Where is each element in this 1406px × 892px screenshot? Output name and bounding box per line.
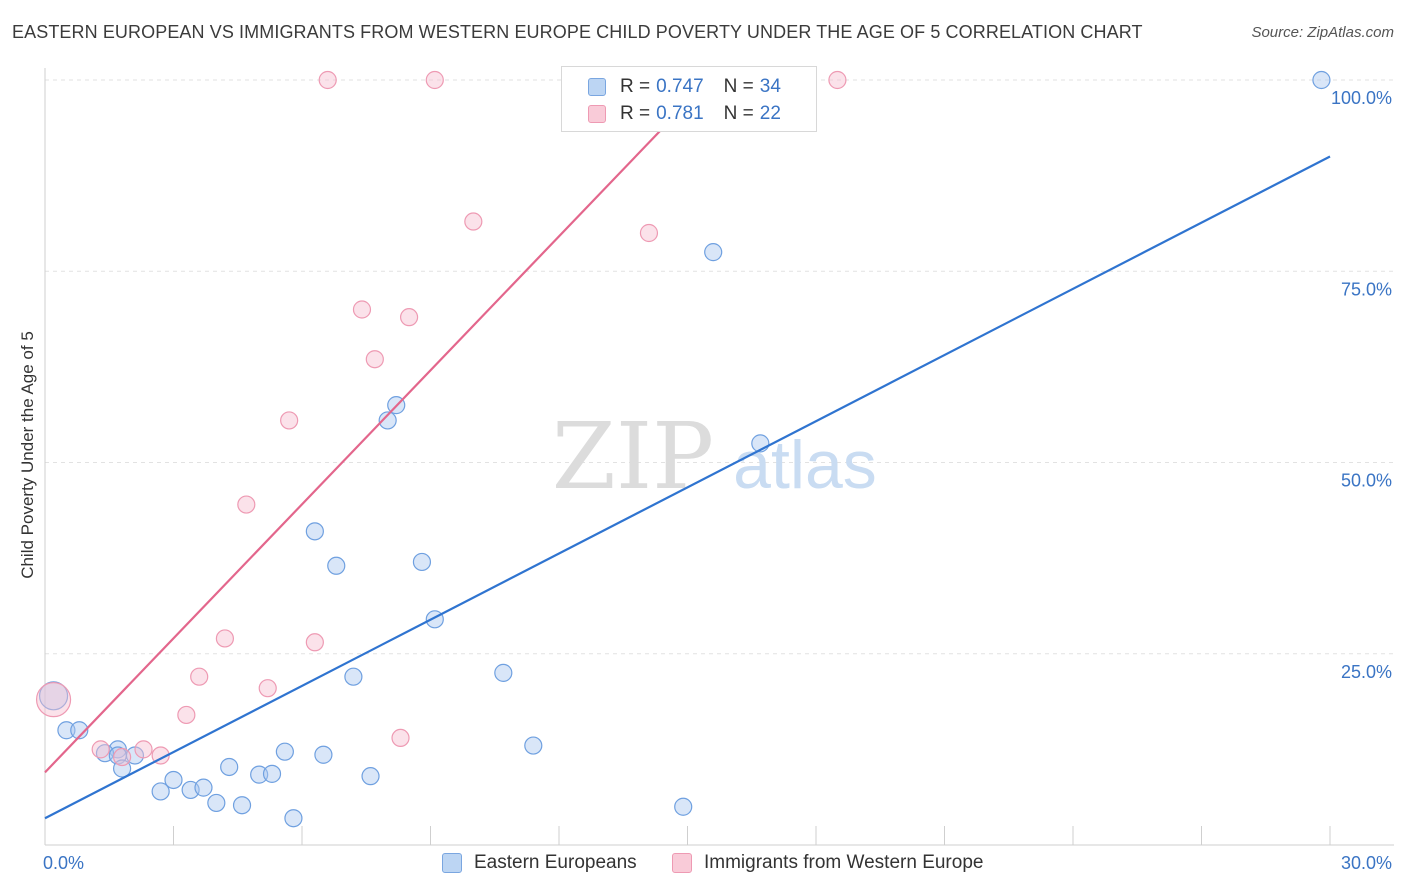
series-name-eastern: Eastern Europeans: [474, 852, 637, 873]
x-tick-label: 30.0%: [1341, 853, 1392, 873]
chart-title: EASTERN EUROPEAN VS IMMIGRANTS FROM WEST…: [12, 22, 1143, 42]
point-eastern-europeans: [232, 796, 252, 815]
trend-line-immigrants-western-europe: [44, 79, 710, 774]
data-points: [35, 70, 1331, 828]
trend-lines: [44, 79, 1331, 820]
axes: [44, 68, 1394, 846]
point-immigrants-western-europe: [425, 70, 444, 90]
series-swatch-western: [672, 853, 692, 873]
point-eastern-europeans: [305, 522, 324, 541]
source-label: Source: ZipAtlas.com: [1251, 24, 1394, 41]
point-eastern-europeans: [275, 742, 294, 761]
point-eastern-europeans: [38, 681, 69, 711]
y-tick-label: 25.0%: [1341, 662, 1392, 682]
point-immigrants-western-europe: [35, 682, 72, 718]
point-immigrants-western-europe: [391, 728, 410, 748]
point-immigrants-western-europe: [91, 740, 110, 759]
legend-row-western: R = 0.781 N = 22: [588, 102, 787, 126]
point-eastern-europeans: [674, 797, 693, 816]
x-tick-label: 0.0%: [43, 853, 84, 873]
legend-n-value-western: 22: [759, 103, 781, 124]
series-legend-western: Immigrants from Western Europe: [672, 852, 983, 874]
point-eastern-europeans: [207, 793, 226, 813]
point-eastern-europeans: [262, 764, 282, 783]
watermark: ZIP atlas: [552, 403, 877, 510]
series-swatch-eastern: [442, 853, 462, 873]
point-eastern-europeans: [344, 667, 363, 686]
legend-r-label: R =: [620, 76, 651, 97]
legend-r-value-western: 0.781: [656, 103, 704, 124]
point-eastern-europeans: [164, 770, 183, 790]
point-immigrants-western-europe: [464, 212, 483, 231]
legend-row-eastern: R = 0.747 N = 34: [588, 75, 787, 99]
point-eastern-europeans: [70, 721, 89, 740]
point-eastern-europeans: [220, 757, 239, 777]
point-immigrants-western-europe: [365, 350, 384, 369]
point-immigrants-western-europe: [190, 667, 209, 686]
point-immigrants-western-europe: [305, 633, 324, 652]
legend-n-label: N =: [723, 76, 754, 97]
series-name-western: Immigrants from Western Europe: [704, 852, 984, 873]
legend-n-value-eastern: 34: [759, 76, 781, 97]
point-eastern-europeans: [327, 556, 346, 575]
point-immigrants-western-europe: [828, 70, 847, 90]
legend-box: R = 0.747 N = 34 R = 0.781 N = 22: [561, 66, 817, 132]
legend-r-value-eastern: 0.747: [656, 76, 704, 97]
point-eastern-europeans: [361, 767, 380, 786]
point-eastern-europeans: [250, 765, 269, 784]
grid-lines: [45, 79, 1394, 655]
point-immigrants-western-europe: [318, 70, 337, 90]
point-eastern-europeans: [151, 782, 170, 801]
point-immigrants-western-europe: [352, 300, 372, 319]
point-immigrants-western-europe: [134, 740, 153, 759]
watermark-zip: ZIP: [552, 403, 714, 510]
series-legend: Eastern Europeans Immigrants from Wester…: [0, 852, 1406, 878]
point-immigrants-western-europe: [112, 747, 132, 767]
point-eastern-europeans: [412, 552, 432, 572]
tick-labels: 100.0% 75.0% 50.0% 25.0% 0.0% 30.0%: [43, 88, 1392, 873]
point-eastern-europeans: [524, 736, 543, 755]
y-tick-label: 50.0%: [1341, 471, 1392, 491]
legend-r-label: R =: [620, 103, 651, 124]
point-eastern-europeans: [494, 663, 513, 682]
point-eastern-europeans: [314, 745, 333, 764]
point-eastern-europeans: [378, 411, 397, 430]
y-tick-label: 100.0%: [1331, 88, 1392, 108]
point-eastern-europeans: [194, 778, 213, 797]
point-immigrants-western-europe: [258, 679, 277, 698]
legend-n-label: N =: [723, 103, 754, 124]
point-immigrants-western-europe: [215, 629, 234, 648]
point-immigrants-western-europe: [237, 495, 256, 514]
series-legend-eastern: Eastern Europeans: [442, 852, 637, 874]
legend-swatch-eastern: [588, 78, 606, 96]
point-immigrants-western-europe: [177, 705, 196, 725]
trend-line-eastern-europeans: [44, 155, 1331, 820]
point-immigrants-western-europe: [280, 411, 299, 430]
point-immigrants-western-europe: [639, 223, 659, 243]
point-eastern-europeans: [1312, 70, 1331, 90]
point-eastern-europeans: [284, 809, 303, 828]
y-tick-label: 75.0%: [1341, 279, 1392, 299]
point-immigrants-western-europe: [399, 308, 419, 327]
point-eastern-europeans: [704, 243, 723, 262]
point-eastern-europeans: [57, 721, 76, 740]
watermark-atlas: atlas: [733, 427, 877, 503]
legend-swatch-western: [588, 105, 606, 123]
